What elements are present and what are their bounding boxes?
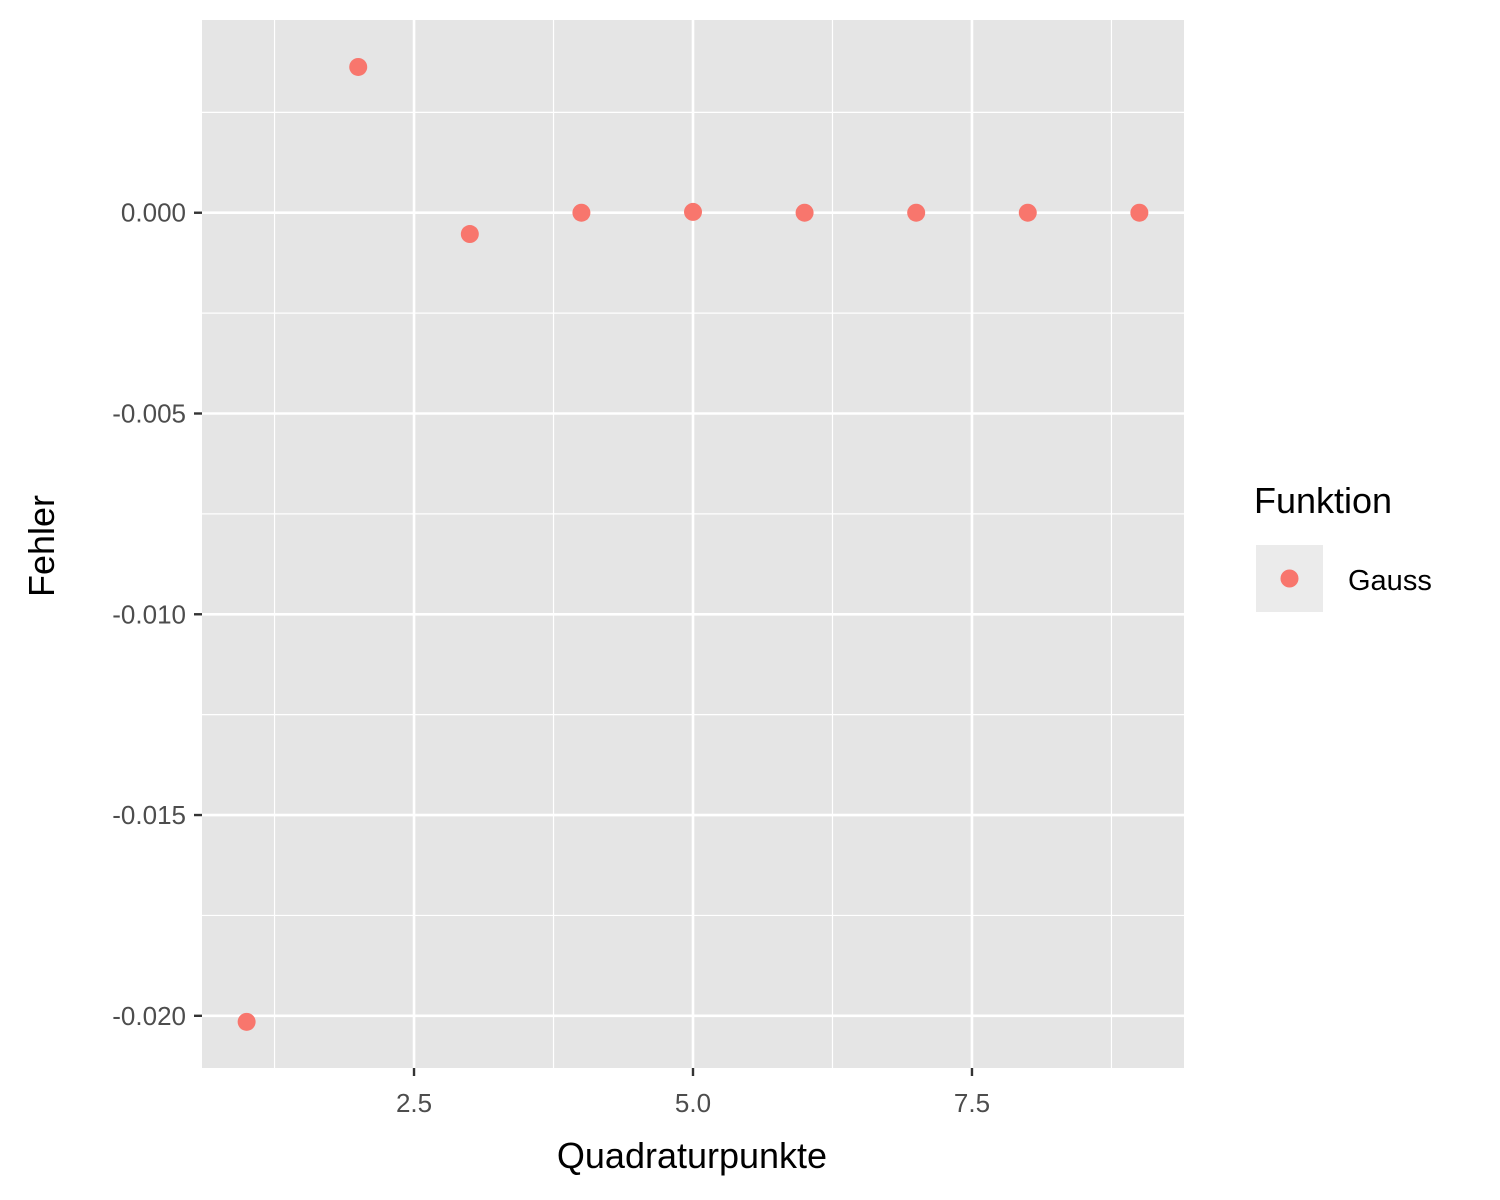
y-tick-label: -0.015 bbox=[112, 800, 186, 830]
legend: Funktion Gauss bbox=[1254, 480, 1432, 612]
x-tick-label: 5.0 bbox=[675, 1088, 711, 1118]
y-tick-label: -0.020 bbox=[112, 1001, 186, 1031]
x-axis-title: Quadraturpunkte bbox=[557, 1135, 827, 1176]
data-points bbox=[237, 57, 1149, 1031]
y-tick-label: -0.005 bbox=[112, 399, 186, 429]
data-point bbox=[1018, 203, 1037, 222]
legend-title: Funktion bbox=[1254, 480, 1392, 521]
y-tick-label: -0.010 bbox=[112, 599, 186, 629]
x-axis: 2.5 5.0 7.5 bbox=[396, 1068, 990, 1118]
data-point bbox=[795, 203, 814, 222]
legend-label-gauss: Gauss bbox=[1348, 565, 1432, 597]
y-tick-label: 0.000 bbox=[121, 198, 186, 228]
y-axis-title: Fehler bbox=[21, 495, 62, 597]
x-tick-label: 2.5 bbox=[396, 1088, 432, 1118]
major-gridlines bbox=[202, 20, 1184, 1068]
x-tick-label: 7.5 bbox=[954, 1088, 990, 1118]
data-point bbox=[460, 225, 479, 244]
data-point bbox=[237, 1012, 256, 1031]
data-point bbox=[907, 203, 926, 222]
data-point bbox=[572, 203, 591, 222]
y-axis: 0.000 -0.005 -0.010 -0.015 -0.020 bbox=[112, 198, 202, 1031]
data-point bbox=[349, 57, 368, 76]
data-point bbox=[684, 202, 702, 221]
data-point bbox=[1130, 203, 1149, 222]
legend-key-point bbox=[1280, 569, 1299, 588]
